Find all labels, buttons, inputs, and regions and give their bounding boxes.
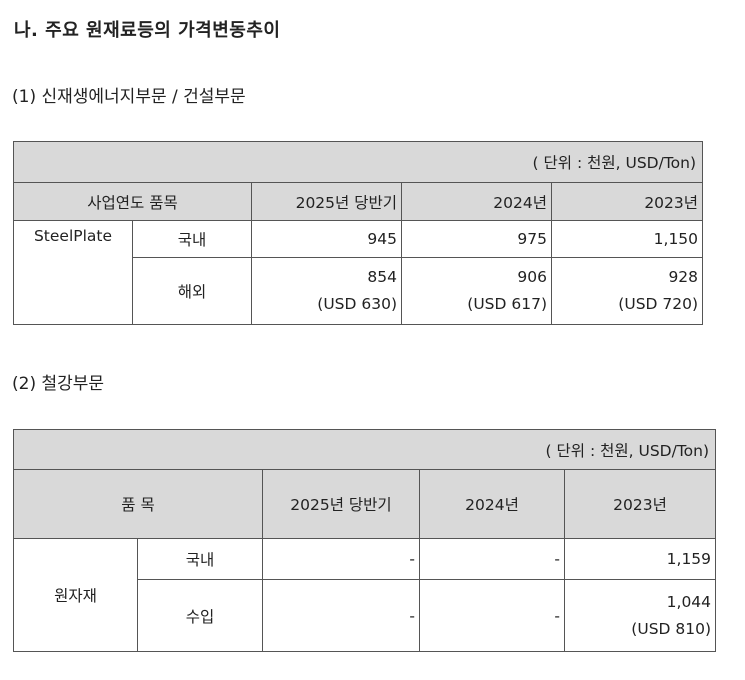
value-cell: 928 (USD 720): [550, 257, 704, 325]
row-label: 국내: [137, 538, 263, 580]
value-cell: -: [419, 579, 565, 652]
header-2025: 2025년 당반기: [262, 469, 420, 539]
header-item: 사업연도 품목: [13, 182, 252, 221]
product-name: 원자재: [13, 538, 138, 652]
value-main: 854: [367, 268, 397, 286]
table-row: 원자재 국내 - - 1,159: [13, 538, 717, 652]
value-main: 1,044: [666, 592, 712, 611]
value-usd: (USD 617): [467, 295, 547, 313]
section2-table: ( 단위 : 천원, USD/Ton) 품 목 2025년 당반기 2024년 …: [12, 429, 717, 652]
section2-title: (2) 철강부문: [12, 374, 105, 394]
value-cell: -: [419, 538, 565, 580]
value-cell: 906 (USD 617): [401, 257, 552, 325]
row-label: 국내: [132, 220, 252, 258]
value-cell: 1,159: [563, 538, 717, 580]
value-usd: (USD 810): [631, 619, 712, 638]
value-cell: 854 (USD 630): [251, 257, 402, 325]
unit-label: ( 단위 : 천원, USD/Ton): [12, 141, 704, 183]
table-row: SteelPlate 국내 945 975 1,150: [13, 220, 704, 325]
header-2023: 2023년: [550, 182, 704, 221]
header-2025: 2025년 당반기: [251, 182, 402, 221]
unit-label: ( 단위 : 천원, USD/Ton): [12, 429, 717, 470]
value-usd: (USD 720): [618, 295, 699, 313]
row-label: 해외: [132, 257, 252, 325]
section1-table: ( 단위 : 천원, USD/Ton) 사업연도 품목 2025년 당반기 20…: [12, 141, 704, 325]
product-name: SteelPlate: [13, 220, 133, 325]
header-2024: 2024년: [401, 182, 552, 221]
header-2024: 2024년: [419, 469, 565, 539]
page-heading: 나. 주요 원재료등의 가격변동추이: [14, 20, 281, 41]
section1-title: (1) 신재생에너지부문 / 건설부문: [12, 87, 246, 107]
value-cell: 1,150: [550, 220, 704, 258]
value-cell: 975: [401, 220, 552, 258]
table-row: 해외 854 (USD 630) 906 (USD 617) 928 (USD …: [14, 257, 704, 325]
table-row: 수입 - - 1,044 (USD 810): [14, 579, 717, 652]
value-cell: -: [262, 579, 420, 652]
value-cell: 945: [251, 220, 402, 258]
value-main: 906: [517, 268, 547, 286]
header-2023: 2023년: [563, 469, 717, 539]
value-cell: -: [262, 538, 420, 580]
value-main: 928: [668, 268, 699, 286]
value-cell: 1,044 (USD 810): [563, 579, 717, 652]
header-item: 품 목: [13, 469, 263, 539]
row-label: 수입: [137, 579, 263, 652]
value-usd: (USD 630): [317, 295, 397, 313]
